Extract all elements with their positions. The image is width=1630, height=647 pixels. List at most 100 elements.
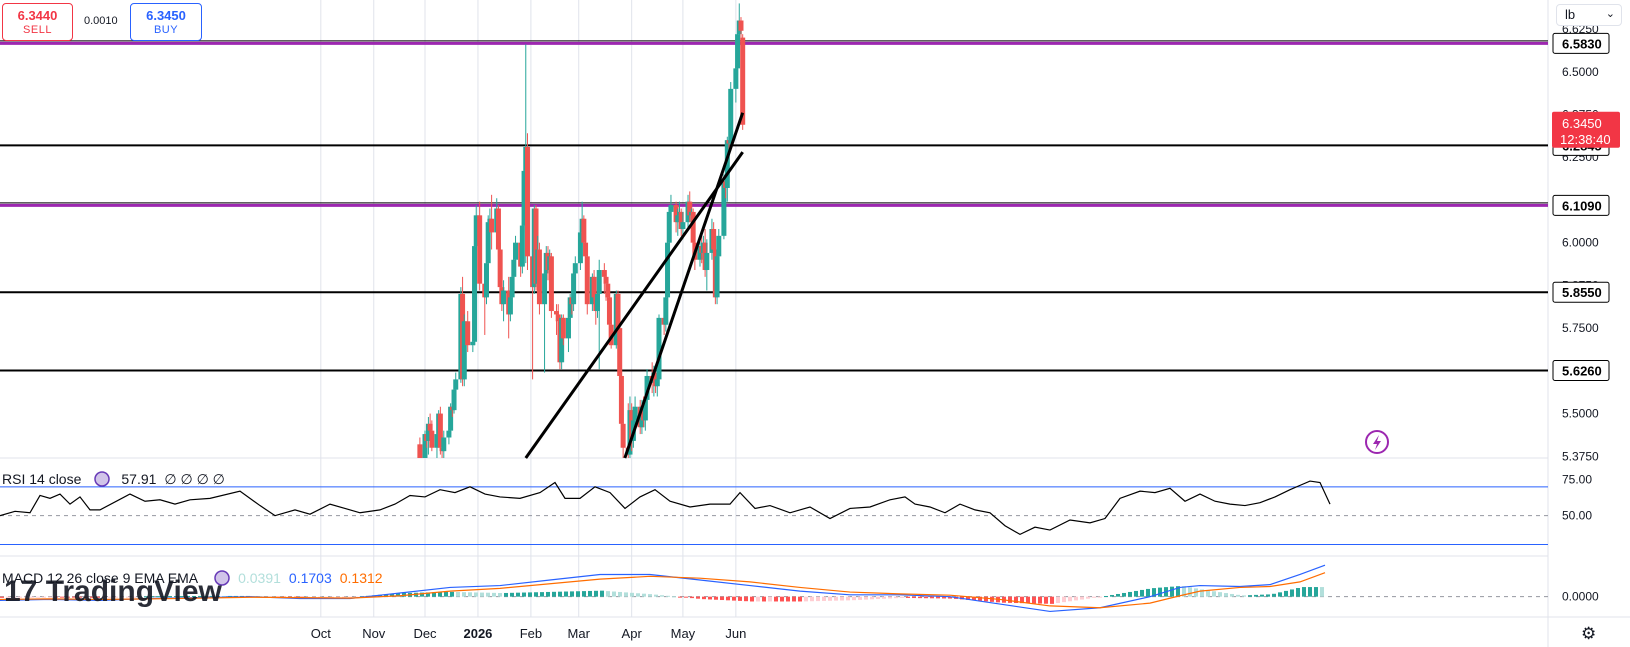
macd-histogram-bar	[1140, 589, 1144, 597]
candle-body	[680, 222, 686, 229]
candle	[501, 280, 507, 322]
macd-histogram-bar	[1068, 596, 1072, 602]
candle-body	[663, 297, 669, 325]
macd-histogram-bar	[1272, 593, 1276, 597]
candle-body	[446, 430, 452, 438]
price-tick-label: 6.0000	[1562, 236, 1599, 250]
candle	[513, 235, 519, 267]
macd-histogram-bar	[318, 596, 322, 598]
macd-histogram-bar	[942, 596, 946, 599]
macd-histogram-bar	[126, 596, 130, 598]
candle-body	[509, 276, 515, 298]
candle-body	[465, 321, 471, 346]
candle-body	[601, 270, 607, 277]
macd-histogram-bar	[630, 592, 634, 597]
macd-histogram-bar	[54, 596, 58, 598]
unit-label: lb	[1565, 7, 1576, 22]
macd-histogram-bar	[420, 592, 424, 597]
candle-body	[711, 229, 717, 250]
macd-histogram-bar	[1122, 592, 1126, 597]
macd-histogram-bar	[816, 596, 820, 602]
candle-body	[485, 222, 491, 264]
candle-body	[483, 263, 489, 298]
level-label-box	[1552, 194, 1610, 216]
macd-histogram-bar	[912, 596, 916, 599]
macd-histogram-bar	[1074, 596, 1078, 601]
candle	[571, 266, 577, 312]
macd-histogram-bar	[972, 596, 976, 601]
macd-histogram-bar	[144, 596, 148, 598]
candle-body	[437, 413, 443, 448]
macd-histogram-bar	[216, 595, 220, 597]
sell-button[interactable]: 6.3440 SELL	[2, 3, 73, 41]
macd-histogram-bar	[822, 596, 826, 601]
candle-body	[577, 232, 583, 264]
macd-histogram-bar	[132, 596, 136, 598]
macd-histogram-bar	[852, 596, 856, 601]
macd-histogram-bar	[522, 592, 526, 597]
macd-histogram-bar	[642, 593, 646, 597]
candle-body	[497, 249, 503, 288]
macd-histogram-bar	[84, 596, 88, 598]
macd-histogram-bar	[1170, 586, 1174, 597]
macd-histogram-bar	[612, 591, 616, 597]
macd-histogram-bar	[138, 596, 142, 598]
candle-body	[591, 276, 597, 298]
macd-histogram-bar	[834, 596, 838, 601]
macd-histogram-bar	[1320, 587, 1324, 597]
macd-histogram-bar	[192, 595, 196, 597]
macd-histogram-bar	[198, 595, 202, 597]
candle-body	[632, 406, 638, 421]
candle-body	[448, 406, 454, 431]
candle-body	[565, 317, 571, 339]
candle-body	[721, 181, 727, 236]
macd-histogram-bar	[774, 596, 778, 602]
candle-body	[513, 242, 519, 260]
macd-histogram-bar	[1008, 596, 1012, 603]
macd-histogram-bar	[702, 596, 706, 600]
macd-histogram-bar	[858, 596, 862, 600]
candle	[735, 27, 741, 76]
candle-body	[714, 256, 720, 298]
macd-histogram-bar	[78, 596, 82, 598]
macd-histogram-bar	[564, 591, 568, 597]
signal-line	[0, 572, 1326, 609]
macd-histogram-bar	[672, 596, 676, 598]
macd-histogram-bar	[828, 596, 832, 601]
candle-body	[618, 375, 624, 424]
macd-histogram-bar	[1050, 596, 1054, 604]
macd-histogram-bar	[744, 596, 748, 602]
macd-histogram-bar	[876, 596, 880, 600]
candle	[560, 314, 566, 346]
candle-body	[548, 256, 554, 312]
macd-histogram-bar	[1254, 594, 1258, 597]
macd-histogram-bar	[60, 596, 64, 598]
macd-histogram-bar	[654, 594, 658, 597]
macd-histogram-bar	[1038, 596, 1042, 604]
last-price-box	[1552, 111, 1620, 148]
macd-histogram-bar	[150, 596, 154, 598]
macd-histogram-bar	[750, 596, 754, 602]
macd-histogram-bar	[888, 596, 892, 599]
macd-histogram-bar	[1242, 595, 1246, 597]
level-label: 6.5830	[1562, 36, 1602, 51]
time-tick-label: May	[671, 626, 696, 641]
buy-button[interactable]: 6.3450 BUY	[130, 3, 202, 41]
macd-histogram-bar	[348, 596, 352, 598]
macd-histogram-bar	[720, 596, 724, 601]
macd-histogram-bar	[168, 596, 172, 598]
candle	[489, 194, 495, 250]
macd-histogram-bar	[474, 592, 478, 597]
macd-histogram-bar	[222, 595, 226, 597]
candle	[728, 82, 734, 147]
macd-histogram-bar	[690, 596, 694, 599]
macd-histogram-bar	[1056, 596, 1060, 604]
candle	[461, 314, 467, 387]
spread-value: 0.0010	[84, 15, 118, 27]
gear-icon[interactable]: ⚙	[1581, 624, 1597, 643]
macd-histogram-bar	[708, 596, 712, 600]
candle	[548, 252, 554, 318]
time-tick-label: Oct	[311, 626, 332, 641]
unit-dropdown[interactable]: lb ⌄	[1556, 4, 1622, 26]
